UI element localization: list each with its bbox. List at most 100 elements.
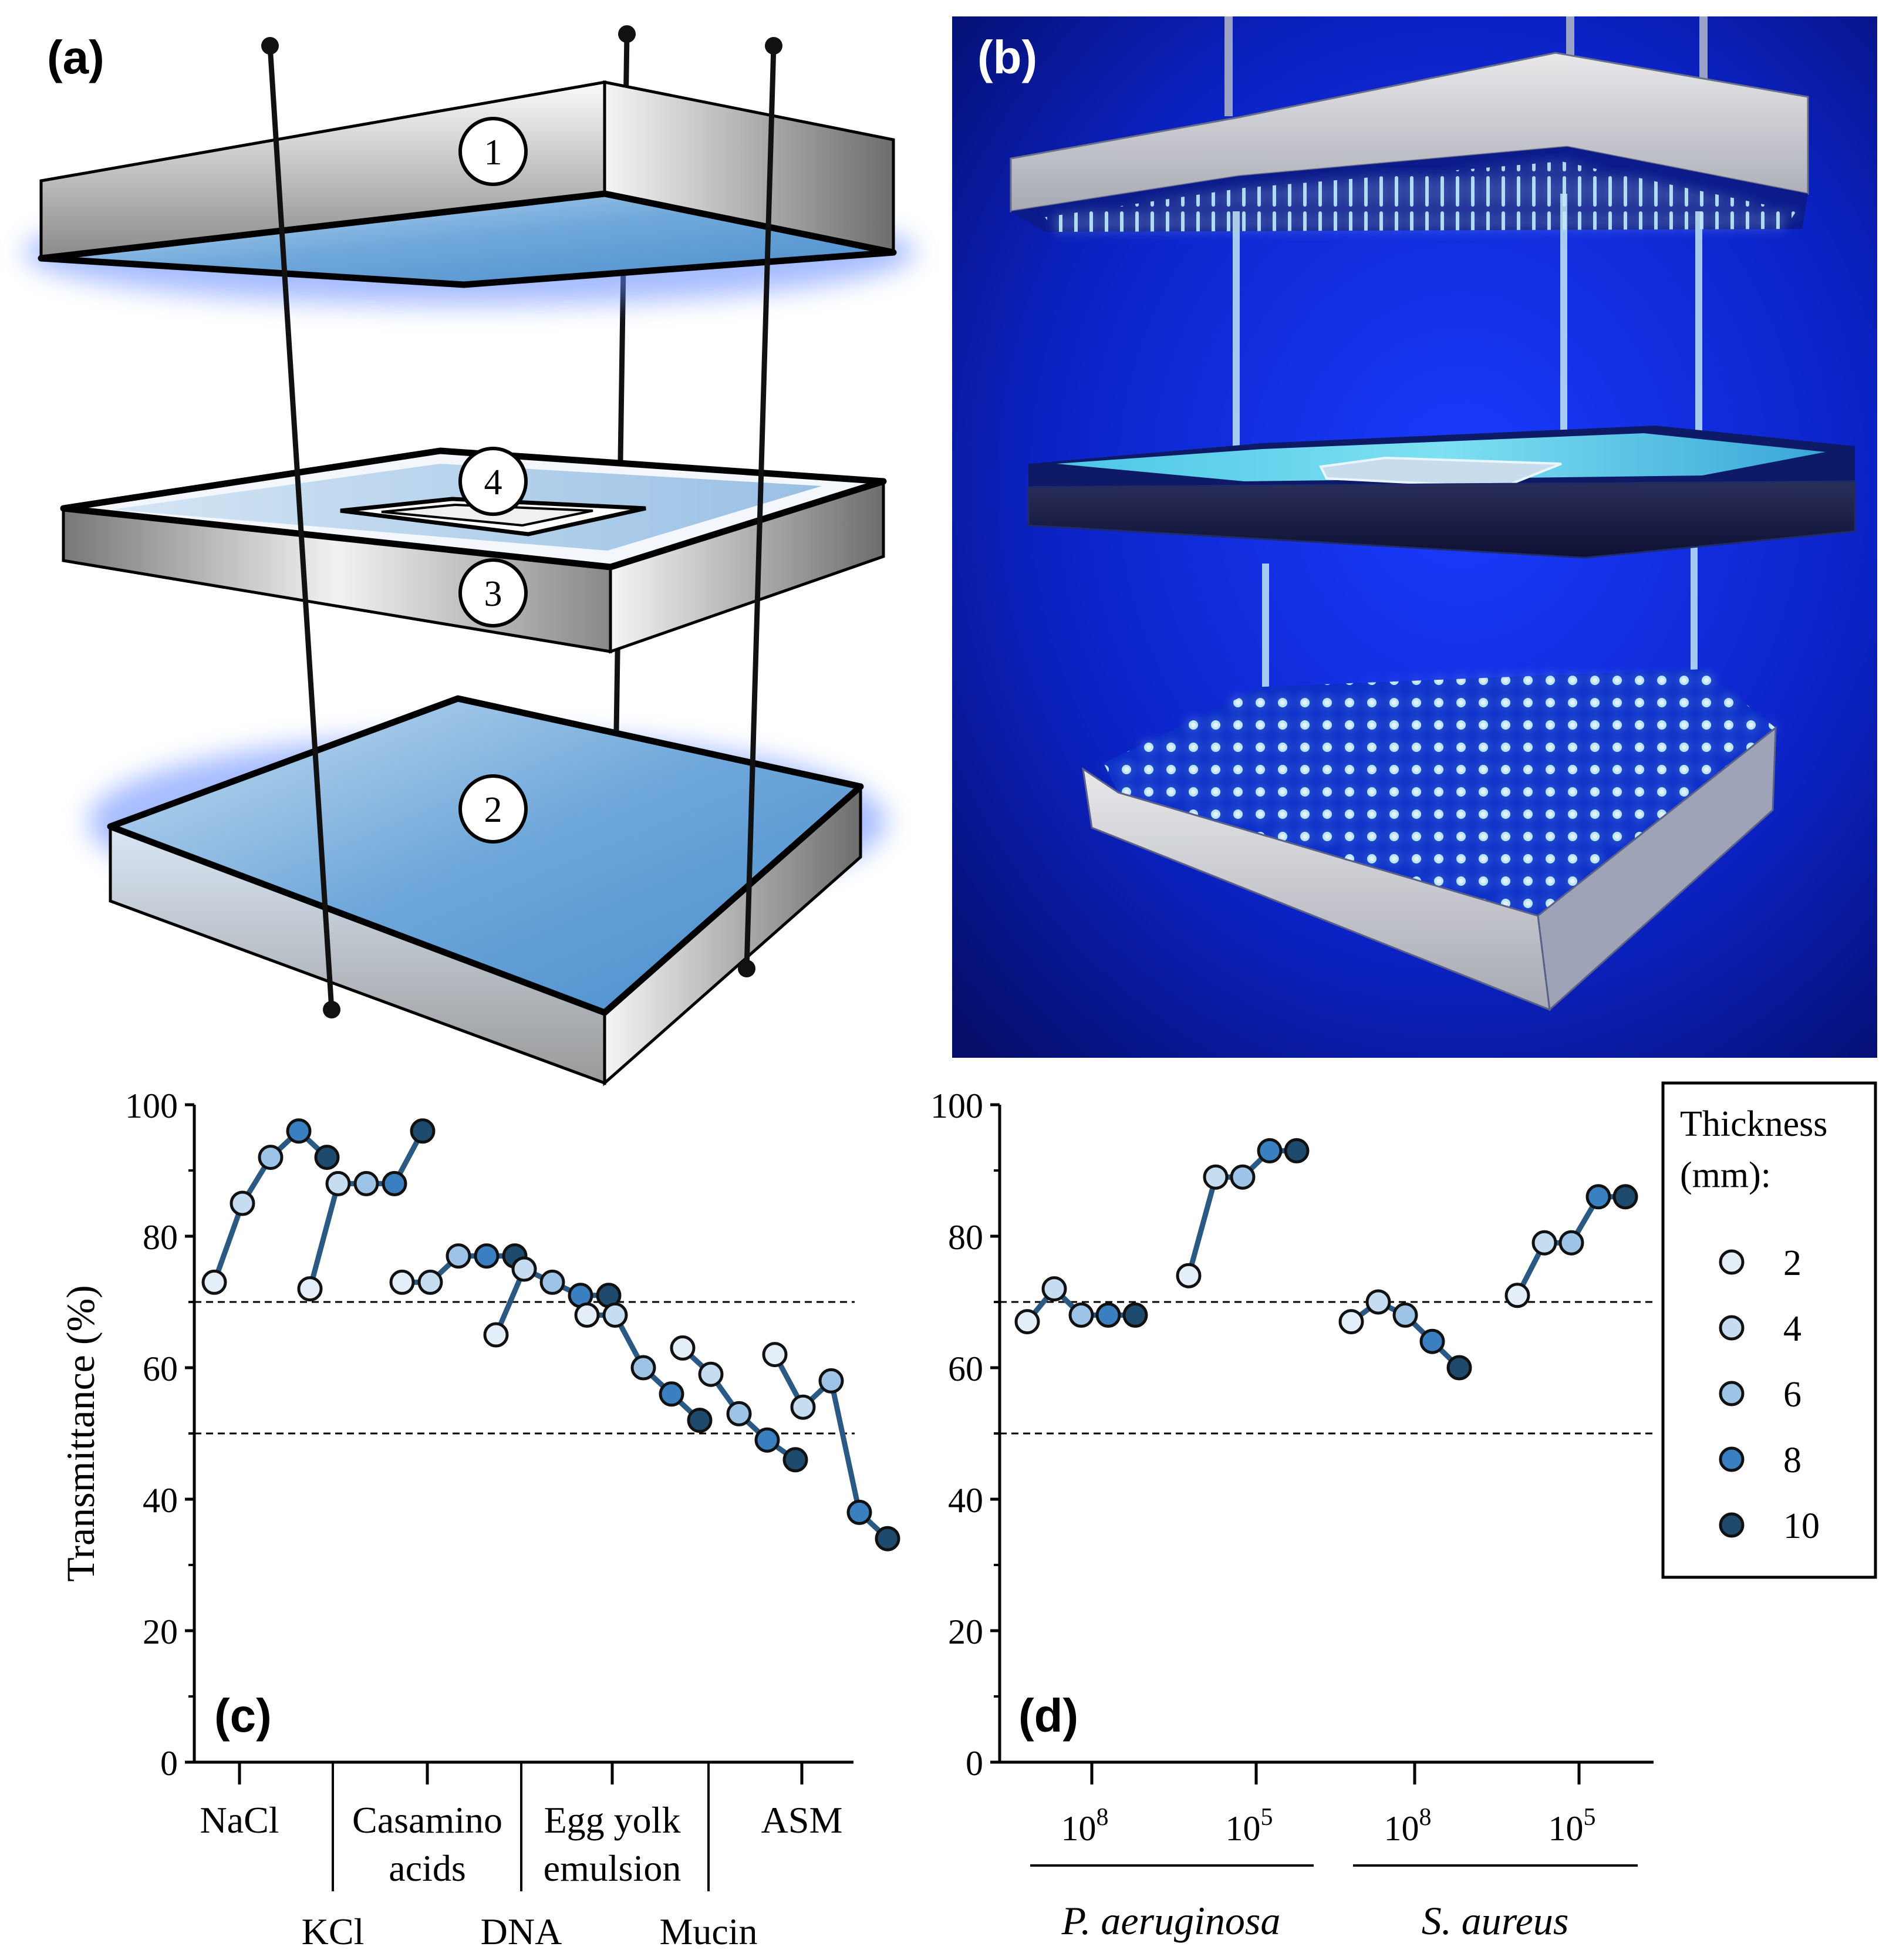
data-point bbox=[382, 1170, 407, 1196]
data-point bbox=[1176, 1263, 1202, 1288]
y-tick-label: 80 bbox=[948, 1218, 983, 1257]
data-point bbox=[670, 1335, 696, 1361]
legend-label: 2 bbox=[1783, 1243, 1801, 1283]
x-category-label: KCl bbox=[302, 1911, 365, 1952]
data-point bbox=[230, 1190, 255, 1216]
photo-middle-tray bbox=[1027, 426, 1856, 559]
data-point bbox=[687, 1408, 713, 1433]
data-point bbox=[659, 1381, 684, 1407]
data-point bbox=[818, 1368, 844, 1394]
y-tick-label: 20 bbox=[948, 1612, 983, 1651]
data-point bbox=[1504, 1283, 1530, 1308]
x-category-label: Egg yolk bbox=[544, 1799, 681, 1841]
light-plate-1 bbox=[38, 80, 897, 288]
data-point bbox=[602, 1302, 628, 1328]
inoculum-exponent: 8 bbox=[1097, 1804, 1109, 1831]
data-point bbox=[1558, 1230, 1584, 1256]
panel-c-label: (c) bbox=[214, 1689, 272, 1742]
y-axis-label: Transmittance (%) bbox=[58, 1285, 103, 1581]
chart-c: 0 20 40 60 80 100 Transmittance (%) NaCl Casam… bbox=[58, 1087, 900, 1952]
legend-label: 8 bbox=[1783, 1441, 1801, 1480]
badge-1: 1 bbox=[458, 117, 528, 186]
y-tick-label: 40 bbox=[143, 1481, 178, 1520]
legend-label: 6 bbox=[1783, 1375, 1801, 1415]
data-point bbox=[790, 1394, 816, 1420]
data-series bbox=[574, 1302, 713, 1433]
inoculum-exponent: 5 bbox=[1584, 1804, 1596, 1831]
x-category-label: Mucin bbox=[659, 1911, 757, 1952]
y-ticks: 0 20 40 60 80 100 bbox=[930, 1087, 1000, 1783]
data-series bbox=[483, 1256, 622, 1348]
rod-cap bbox=[618, 25, 636, 43]
svg-text:2: 2 bbox=[484, 790, 502, 830]
x-category-label: emulsion bbox=[544, 1847, 682, 1889]
data-point bbox=[1338, 1309, 1364, 1335]
legend-title-line1: Thickness bbox=[1680, 1104, 1827, 1144]
data-point bbox=[417, 1269, 443, 1295]
inoculum-exponent: 5 bbox=[1261, 1804, 1273, 1831]
x-category-label: Casamino bbox=[352, 1799, 502, 1841]
data-point bbox=[1041, 1276, 1067, 1302]
data-point bbox=[875, 1526, 900, 1551]
panel-a-schematic: (a) bbox=[23, 25, 916, 1087]
legend-box bbox=[1661, 1081, 1877, 1579]
data-point bbox=[1585, 1184, 1611, 1210]
panel-b-label: (b) bbox=[977, 31, 1037, 83]
rod-foot bbox=[323, 1001, 340, 1018]
data-point bbox=[574, 1302, 600, 1328]
data-point bbox=[410, 1118, 436, 1144]
thickness-legend: Thickness (mm): 2 4 6 8 10 bbox=[1661, 1081, 1877, 1579]
rod-cap bbox=[765, 37, 782, 55]
inoculum-base: 10 bbox=[1384, 1809, 1419, 1848]
reference-lines bbox=[194, 1301, 855, 1435]
light-plate-2 bbox=[107, 695, 864, 1087]
data-series bbox=[201, 1118, 340, 1295]
data-point bbox=[1446, 1355, 1472, 1381]
legend-title-line2: (mm): bbox=[1680, 1155, 1771, 1195]
inoculum-label: 108 bbox=[1061, 1804, 1109, 1848]
data-point bbox=[353, 1170, 379, 1196]
data-point bbox=[389, 1269, 415, 1295]
data-point bbox=[325, 1170, 351, 1196]
data-point bbox=[1392, 1302, 1418, 1328]
data-series bbox=[297, 1118, 436, 1302]
data-point bbox=[698, 1361, 724, 1387]
inoculum-base: 10 bbox=[1226, 1809, 1261, 1848]
svg-text:4: 4 bbox=[484, 463, 502, 502]
y-tick-label: 100 bbox=[930, 1087, 983, 1125]
x-category-label: NaCl bbox=[200, 1799, 279, 1841]
y-tick-label: 80 bbox=[143, 1218, 178, 1257]
data-point bbox=[782, 1447, 808, 1473]
data-point bbox=[762, 1342, 788, 1368]
data-series bbox=[1176, 1138, 1310, 1288]
data-point bbox=[1122, 1302, 1148, 1328]
data-point bbox=[474, 1243, 500, 1269]
legend-marker bbox=[1719, 1249, 1745, 1275]
badge-2: 2 bbox=[458, 774, 528, 844]
y-tick-label: 60 bbox=[143, 1350, 178, 1388]
data-point bbox=[1419, 1328, 1445, 1354]
inoculum-label: 108 bbox=[1384, 1804, 1432, 1848]
data-series bbox=[389, 1243, 528, 1295]
x-categories: NaCl Casamino acids Egg yolk emulsion ASM KCl D… bbox=[200, 1762, 842, 1952]
legend-marker bbox=[1719, 1512, 1745, 1538]
data-point bbox=[1257, 1138, 1283, 1163]
data-point bbox=[446, 1243, 471, 1269]
support-rod-right bbox=[744, 45, 777, 969]
data-point bbox=[1365, 1289, 1391, 1315]
legend-marker bbox=[1719, 1381, 1745, 1406]
rod-foot bbox=[738, 960, 755, 977]
x-category-label: ASM bbox=[761, 1799, 843, 1841]
data-point bbox=[1203, 1164, 1229, 1190]
legend-entries: 2 4 6 8 10 bbox=[1719, 1243, 1820, 1546]
data-point bbox=[846, 1499, 872, 1525]
data-point bbox=[511, 1256, 537, 1282]
x-category-label: DNA bbox=[481, 1911, 562, 1952]
y-tick-label: 0 bbox=[160, 1744, 178, 1783]
data-point bbox=[1284, 1138, 1310, 1163]
data-series bbox=[1338, 1289, 1472, 1381]
data-point bbox=[1230, 1164, 1256, 1190]
